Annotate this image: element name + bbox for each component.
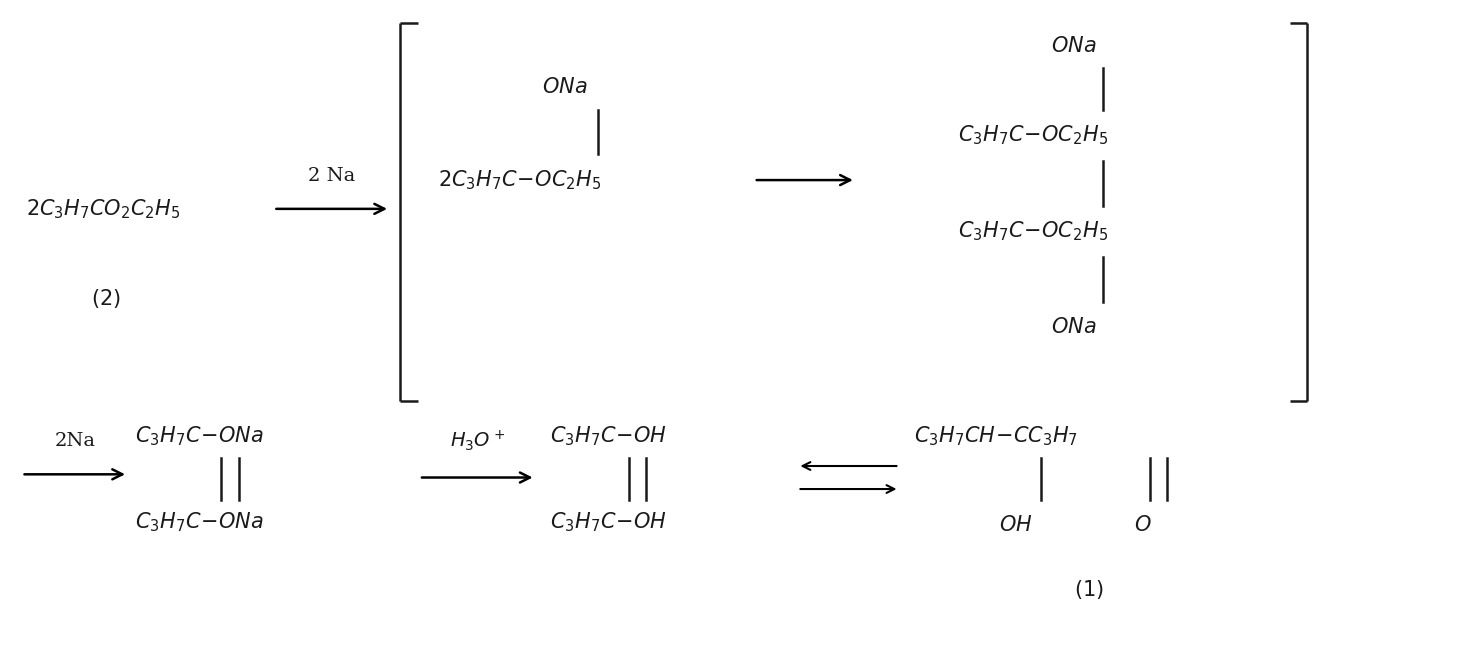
Text: $O$: $O$: [1133, 516, 1151, 535]
Text: $(1)$: $(1)$: [1073, 578, 1104, 601]
Text: $C_3H_7C\!-\!ONa$: $C_3H_7C\!-\!ONa$: [135, 424, 264, 448]
Text: $2C_3H_7CO_2C_2H_5$: $2C_3H_7CO_2C_2H_5$: [26, 197, 180, 221]
Text: $C_3H_7C\!-\!OH$: $C_3H_7C\!-\!OH$: [550, 424, 668, 448]
Text: $(2)$: $(2)$: [91, 287, 122, 310]
Text: 2Na: 2Na: [54, 432, 95, 450]
Text: $2C_3H_7C\!-\!OC_2H_5$: $2C_3H_7C\!-\!OC_2H_5$: [438, 168, 602, 192]
Text: $ONa$: $ONa$: [1051, 318, 1097, 337]
Text: $OH$: $OH$: [998, 516, 1032, 535]
Text: $ONa$: $ONa$: [1051, 36, 1097, 56]
Text: $C_3H_7C\!-\!OH$: $C_3H_7C\!-\!OH$: [550, 511, 668, 534]
Text: $H_3O^+$: $H_3O^+$: [449, 428, 505, 453]
Text: $C_3H_7C\!-\!OC_2H_5$: $C_3H_7C\!-\!OC_2H_5$: [957, 220, 1108, 243]
Text: $C_3H_7C\!-\!ONa$: $C_3H_7C\!-\!ONa$: [135, 511, 264, 534]
Text: $C_3H_7CH\!-\!CC_3H_7$: $C_3H_7CH\!-\!CC_3H_7$: [914, 424, 1078, 448]
Text: 2 Na: 2 Na: [307, 167, 356, 185]
Text: $ONa$: $ONa$: [542, 77, 587, 97]
Text: $C_3H_7C\!-\!OC_2H_5$: $C_3H_7C\!-\!OC_2H_5$: [957, 124, 1108, 147]
